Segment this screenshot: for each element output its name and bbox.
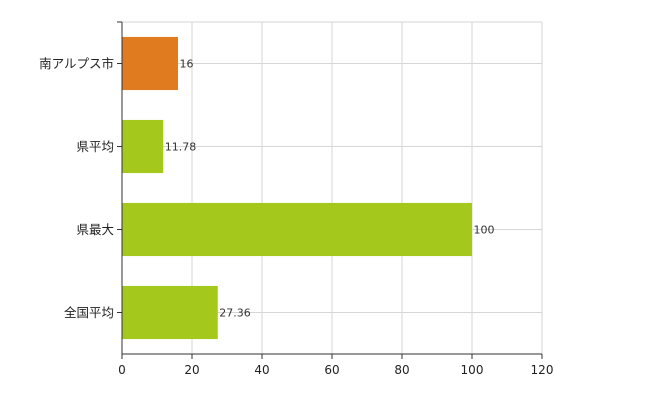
category-label: 全国平均 <box>64 305 114 320</box>
bar <box>122 285 218 340</box>
x-tick-label: 20 <box>184 363 199 377</box>
x-tick-label: 40 <box>254 363 269 377</box>
data-label: 27.36 <box>219 307 251 320</box>
category-label: 県最大 <box>76 222 114 237</box>
x-tick-label: 120 <box>531 363 554 377</box>
x-tick-label: 100 <box>461 363 484 377</box>
x-tick-label: 0 <box>118 363 126 377</box>
x-tick-label: 80 <box>394 363 409 377</box>
x-tick-label: 60 <box>324 363 339 377</box>
category-label: 南アルプス市 <box>39 56 114 71</box>
axes <box>117 21 543 359</box>
data-label: 16 <box>180 58 194 71</box>
bars <box>122 36 472 340</box>
bar <box>122 119 164 174</box>
data-label: 11.78 <box>165 141 197 154</box>
data-label: 100 <box>474 224 495 237</box>
bar <box>122 36 178 91</box>
bar <box>122 202 472 257</box>
category-label: 県平均 <box>76 139 114 154</box>
